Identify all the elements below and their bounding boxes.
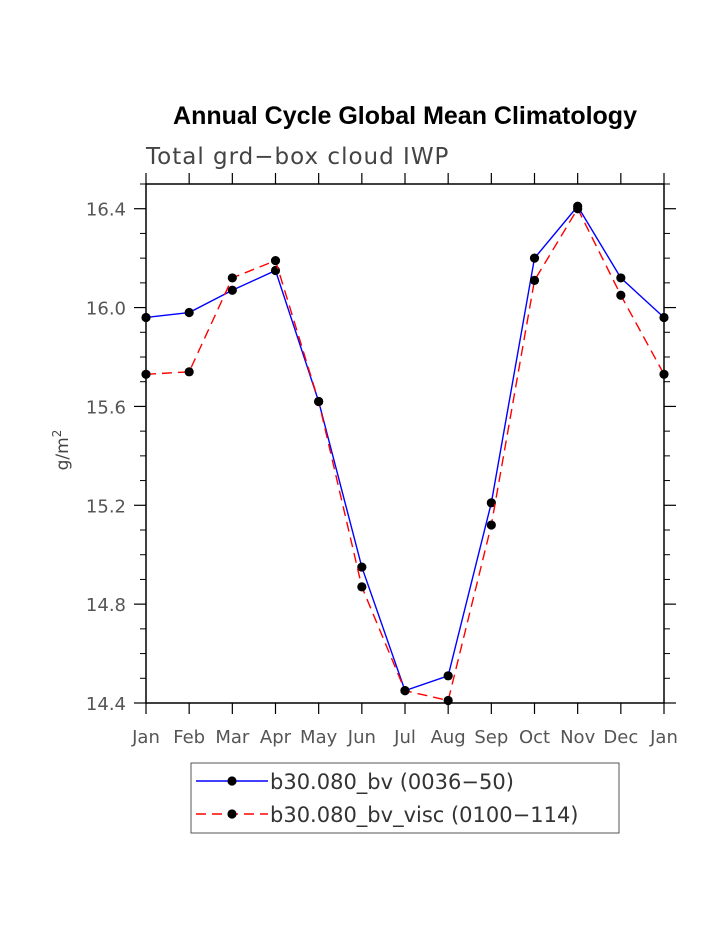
x-tick-label: Jan bbox=[131, 727, 160, 748]
series-2-point bbox=[227, 273, 237, 283]
x-tick-label: Feb bbox=[173, 727, 205, 748]
series-2-point bbox=[659, 369, 669, 379]
y-tick-label: 14.4 bbox=[86, 694, 126, 715]
series-2-line bbox=[145, 207, 665, 702]
x-tick-label: Mar bbox=[215, 727, 250, 748]
series-1-point bbox=[659, 312, 669, 323]
chart-title: Annual Cycle Global Mean Climatology bbox=[173, 102, 637, 130]
y-axis-label-superscript: 2 bbox=[50, 430, 64, 438]
chart-subtitle: Total grd−box cloud IWP bbox=[145, 144, 449, 170]
axes bbox=[134, 173, 676, 714]
series-1-point bbox=[357, 562, 367, 572]
series-2-point bbox=[529, 275, 540, 285]
series-1-point bbox=[443, 671, 453, 681]
x-tick-label: Sep bbox=[474, 727, 508, 748]
series-group bbox=[141, 201, 669, 706]
series-1-point bbox=[486, 498, 496, 508]
series-2-point bbox=[141, 369, 151, 379]
x-tick-labels: Jan Feb Mar Apr May Jun Jul Aug Sep Oct Nov Dec Jan bbox=[131, 727, 678, 748]
legend-swatch-marker bbox=[227, 809, 237, 819]
series-2-point bbox=[400, 686, 410, 696]
series-2-point bbox=[184, 367, 194, 377]
y-axis-label-unit: g/m bbox=[53, 437, 73, 470]
y-axis-label: g/m2 bbox=[50, 430, 73, 471]
legend-swatch-marker bbox=[227, 776, 237, 786]
series-2-point bbox=[357, 582, 367, 592]
series-1-point bbox=[141, 312, 151, 323]
series-2-point bbox=[270, 256, 281, 266]
y-tick-labels: 14.4 14.8 15.2 15.6 16.0 16.4 bbox=[86, 200, 126, 715]
series-1-point bbox=[227, 285, 237, 295]
y-tick-label: 14.8 bbox=[86, 595, 126, 616]
series-2-point bbox=[616, 290, 626, 300]
series-1-point bbox=[270, 265, 281, 276]
series-1-point bbox=[616, 273, 626, 283]
series-2 bbox=[141, 204, 669, 706]
x-tick-label: Aug bbox=[431, 727, 466, 748]
x-tick-label: May bbox=[300, 727, 338, 748]
x-tick-label: Dec bbox=[603, 727, 638, 748]
series-1-point bbox=[529, 253, 540, 263]
series-2-point bbox=[486, 520, 496, 530]
series-2-point bbox=[314, 396, 324, 407]
y-tick-label: 16.4 bbox=[86, 200, 126, 221]
plot-frame bbox=[145, 183, 665, 704]
x-tick-label: Apr bbox=[260, 727, 292, 748]
x-tick-label: Jun bbox=[347, 727, 376, 748]
x-tick-label: Jan bbox=[649, 727, 678, 748]
series-2-point bbox=[443, 695, 453, 706]
series-2-point bbox=[573, 204, 583, 214]
series-1 bbox=[141, 201, 669, 696]
y-tick-label: 16.0 bbox=[86, 299, 126, 320]
legend-box bbox=[190, 762, 620, 834]
series-1-line bbox=[145, 205, 665, 692]
x-tick-label: Jul bbox=[393, 727, 416, 748]
x-tick-label: Oct bbox=[519, 727, 550, 748]
y-tick-label: 15.6 bbox=[86, 397, 126, 418]
x-tick-label: Nov bbox=[560, 727, 595, 748]
legend-label: b30.080_bv (0036−50) bbox=[270, 770, 514, 795]
legend-label: b30.080_bv_visc (0100−114) bbox=[270, 803, 579, 828]
series-1-point bbox=[184, 307, 194, 318]
y-tick-label: 15.2 bbox=[86, 496, 126, 517]
legend: b30.080_bv (0036−50) b30.080_bv_visc (010… bbox=[190, 762, 620, 834]
